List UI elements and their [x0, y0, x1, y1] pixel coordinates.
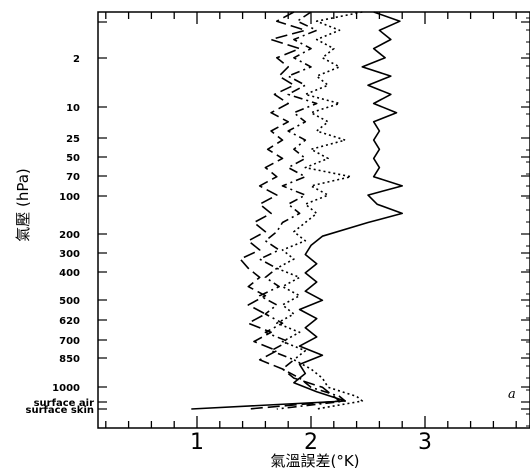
y-tick-label: surface air [34, 398, 94, 409]
x-tick-label: 1 [190, 430, 204, 455]
y-tick-label: 850 [59, 354, 80, 365]
series-line-dash-dot [258, 11, 346, 410]
y-tick-label: surface skin [26, 405, 94, 416]
y-tick-label: 2 [73, 54, 80, 65]
series-line-dotted [276, 11, 364, 410]
y-tick-label: 50 [66, 153, 80, 164]
panel-label: a [508, 387, 516, 402]
y-tick-label: 700 [59, 336, 80, 347]
series-layer [191, 11, 403, 410]
series-line-solid [191, 11, 403, 410]
y-tick-label: 300 [59, 249, 80, 260]
y-tick-label: 10 [66, 103, 80, 114]
x-axis-ticks: 1 2 3 [105, 12, 517, 455]
series-line-long-dash [239, 11, 341, 410]
y-tick-label: 25 [66, 134, 80, 145]
y-axis-label: 氣壓 (hPa) [14, 168, 32, 242]
y-tick-label: 1000 [52, 383, 80, 394]
y-tick-label: 200 [59, 230, 80, 241]
plot-frame [97, 11, 530, 429]
y-tick-label: 620 [59, 316, 80, 327]
y-tick-label: 400 [59, 268, 80, 279]
x-tick-label: 3 [418, 430, 432, 455]
y-tick-label: 100 [59, 192, 80, 203]
y-tick-label: 70 [66, 172, 80, 183]
y-tick-label: 500 [59, 296, 80, 307]
x-axis-label: 氣溫誤差(°K) [270, 452, 359, 470]
y-axis-ticks: 2 10 25 50 70 100 200 300 400 500 620 700 850 1000 sur… [26, 17, 530, 427]
x-tick-label: 2 [304, 430, 318, 455]
